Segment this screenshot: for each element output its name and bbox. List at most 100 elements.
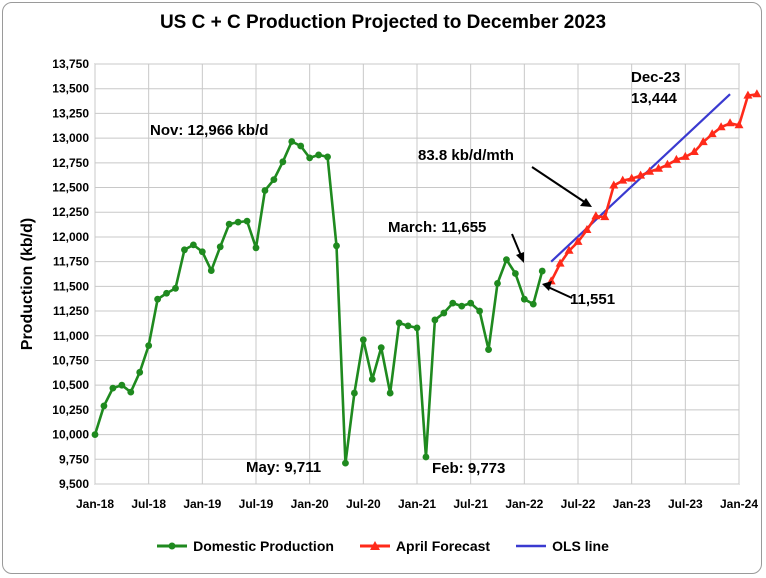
- legend: Domestic Production April Forecast OLS l…: [0, 538, 766, 554]
- data-point-domestic: [252, 244, 260, 252]
- data-point-domestic: [163, 289, 170, 297]
- legend-item-ols: OLS line: [516, 538, 609, 554]
- data-point-domestic: [91, 431, 99, 438]
- data-point-domestic: [189, 241, 197, 249]
- legend-label-forecast: April Forecast: [395, 538, 491, 554]
- data-point-forecast: [725, 118, 735, 127]
- data-point-domestic: [520, 295, 528, 303]
- data-point-domestic: [503, 256, 510, 264]
- y-tick-label: 10,500: [52, 378, 89, 392]
- data-point-domestic: [306, 154, 314, 162]
- x-tick-label: Jul-23: [668, 497, 703, 511]
- data-point-forecast: [564, 245, 574, 254]
- x-tick-label: Jul-19: [239, 497, 274, 511]
- chart-title: US C + C Production Projected to Decembe…: [159, 12, 607, 33]
- data-point-forecast: [654, 163, 663, 172]
- data-point-domestic: [476, 307, 484, 315]
- data-point-domestic: [234, 218, 242, 226]
- data-point-forecast: [555, 258, 565, 267]
- x-tick-label: Jan-23: [613, 497, 651, 511]
- data-point-domestic: [100, 402, 108, 410]
- data-point-forecast: [600, 212, 610, 221]
- data-point-forecast: [618, 175, 628, 184]
- data-point-domestic: [368, 375, 376, 383]
- x-tick-label: Jul-18: [131, 497, 166, 511]
- series-group: [91, 89, 762, 467]
- y-tick-label: 13,750: [52, 57, 89, 71]
- data-point-domestic: [377, 344, 385, 352]
- data-point-domestic: [127, 388, 135, 396]
- data-point-domestic: [243, 217, 251, 225]
- data-point-domestic: [494, 279, 501, 287]
- data-point-domestic: [350, 389, 358, 397]
- y-tick-label: 10,750: [52, 353, 89, 367]
- x-tick-label: Jan-18: [76, 497, 114, 511]
- y-tick-label: 11,250: [53, 304, 89, 318]
- y-tick-label: 12,750: [52, 156, 89, 170]
- data-point-domestic: [154, 295, 162, 303]
- data-point-domestic: [333, 242, 340, 250]
- data-point-domestic: [315, 151, 323, 159]
- data-point-domestic: [136, 368, 144, 376]
- data-point-domestic: [288, 138, 296, 145]
- y-tick-label: 11,000: [53, 329, 89, 343]
- annotation-march: March: 11,655: [388, 219, 486, 236]
- data-point-forecast: [680, 151, 690, 160]
- data-point-domestic: [538, 267, 546, 275]
- data-point-domestic: [413, 324, 421, 332]
- gridlines: [94, 63, 740, 485]
- annotation-may-low: May: 9,711: [246, 459, 321, 476]
- data-point-domestic: [431, 316, 439, 324]
- data-point-domestic: [324, 153, 331, 161]
- data-point-domestic: [225, 220, 233, 228]
- x-tick-label: Jan-21: [398, 497, 436, 511]
- y-tick-label: 11,750: [53, 255, 89, 269]
- data-point-domestic: [216, 243, 224, 251]
- y-tick-label: 11,500: [53, 279, 89, 293]
- legend-label-ols: OLS line: [552, 538, 609, 554]
- annotations: Nov: 12,966 kb/d May: 9,711 Feb: 9,773 M…: [150, 69, 680, 477]
- annotation-dec23: Dec-23: [631, 69, 680, 86]
- x-tick-label: Jan-19: [183, 497, 221, 511]
- data-point-domestic: [458, 302, 466, 310]
- y-tick-label: 10,250: [52, 403, 89, 417]
- y-tick-label: 13,000: [52, 131, 89, 145]
- data-point-forecast: [752, 89, 762, 98]
- data-point-forecast: [707, 129, 717, 138]
- legend-item-forecast: April Forecast: [359, 538, 491, 554]
- data-point-forecast: [591, 211, 601, 220]
- annotation-dec23-value: 13,444: [631, 90, 678, 107]
- x-tick-label: Jan-20: [291, 497, 329, 511]
- x-tick-label: Jul-22: [561, 497, 596, 511]
- legend-swatch-domestic: [157, 542, 188, 550]
- data-point-forecast: [671, 154, 681, 163]
- data-point-domestic: [118, 381, 126, 389]
- arrow-slope: [531, 166, 587, 204]
- data-point-forecast: [573, 236, 583, 245]
- data-point-domestic: [404, 322, 412, 330]
- data-point-forecast: [734, 120, 744, 129]
- data-point-forecast: [662, 159, 672, 168]
- arrow-forecast-head: [542, 281, 552, 291]
- x-tick-label: Jul-20: [346, 497, 381, 511]
- y-tick-label: 9,500: [59, 477, 89, 491]
- y-tick-label: 12,500: [52, 181, 89, 195]
- data-point-forecast: [645, 166, 655, 175]
- data-point-domestic: [181, 246, 188, 254]
- data-point-domestic: [467, 299, 475, 307]
- data-point-domestic: [261, 187, 269, 194]
- data-point-forecast: [698, 137, 708, 146]
- legend-swatch-ols: [516, 544, 547, 548]
- data-point-domestic: [198, 248, 206, 256]
- data-point-forecast: [716, 122, 726, 131]
- data-point-forecast: [627, 173, 637, 182]
- data-point-domestic: [342, 459, 349, 467]
- y-tick-label: 9,750: [59, 452, 89, 466]
- data-point-domestic: [270, 176, 278, 184]
- data-point-forecast: [609, 180, 619, 189]
- data-point-domestic: [109, 384, 117, 392]
- y-tick-labels: 9,500 9,750 10,000 10,250 10,500 10,750 11,000…: [52, 57, 89, 491]
- x-tick-label: Jul-21: [453, 497, 488, 511]
- data-point-domestic: [145, 342, 153, 350]
